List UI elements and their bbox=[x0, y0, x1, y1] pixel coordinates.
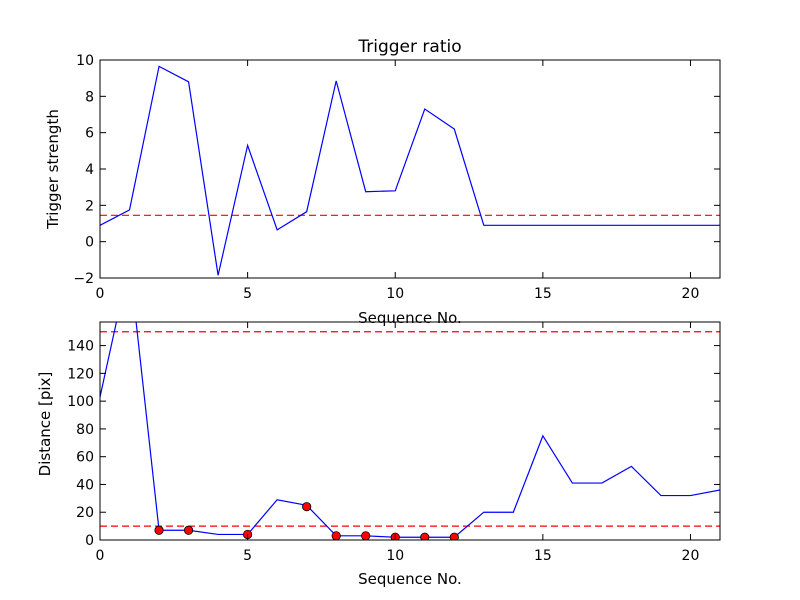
bottom-plot-area bbox=[100, 322, 720, 540]
bottom-ticks: 0 5 10 15 20 0 20 40 60 80 100 120 140 bbox=[67, 322, 720, 564]
top-x-tick-label: 20 bbox=[682, 286, 700, 302]
top-plot-area bbox=[100, 65, 720, 276]
top-x-tick-label: 0 bbox=[96, 286, 105, 302]
bottom-data-point bbox=[331, 531, 341, 540]
bottom-y-axis-label: Distance [pix] bbox=[36, 372, 54, 477]
bottom-y-tick-label: 60 bbox=[76, 450, 94, 466]
bottom-y-tick-label: 80 bbox=[76, 422, 94, 438]
top-x-tick-label: 5 bbox=[243, 286, 252, 302]
top-y-tick-label: 0 bbox=[85, 235, 94, 251]
bottom-y-tick-label: 0 bbox=[85, 533, 94, 549]
bottom-y-tick-label: 140 bbox=[67, 339, 94, 355]
top-axes-frame bbox=[99, 59, 721, 279]
bottom-x-axis-label: Sequence No. bbox=[358, 570, 462, 588]
top-x-axis-label: Sequence No. bbox=[358, 309, 462, 327]
bottom-x-tick-label: 10 bbox=[386, 548, 404, 564]
bottom-data-point bbox=[449, 532, 459, 540]
bottom-data-point bbox=[361, 531, 371, 540]
bottom-series-line-0 bbox=[100, 322, 720, 538]
top-x-tick-label: 10 bbox=[386, 286, 404, 302]
bottom-data-point bbox=[420, 532, 430, 540]
top-chart-title: Trigger ratio bbox=[357, 37, 461, 57]
top-y-tick-label: 10 bbox=[76, 53, 94, 69]
bottom-y-tick-label: 100 bbox=[67, 394, 94, 410]
top-y-tick-label: 6 bbox=[85, 126, 94, 142]
top-y-tick-label: 2 bbox=[85, 198, 94, 214]
bottom-axes-frame bbox=[99, 321, 721, 541]
top-y-tick-label: 4 bbox=[85, 162, 94, 178]
top-x-tick-label: 15 bbox=[534, 286, 552, 302]
bottom-x-tick-label: 5 bbox=[243, 548, 252, 564]
top-series-line-0 bbox=[100, 65, 720, 276]
bottom-y-tick-label: 20 bbox=[76, 505, 94, 521]
bottom-data-point bbox=[183, 525, 194, 535]
bottom-x-tick-label: 15 bbox=[534, 548, 552, 564]
bottom-x-tick-label: 0 bbox=[96, 548, 105, 564]
bottom-data-point bbox=[154, 525, 164, 535]
bottom-y-tick-label: 40 bbox=[76, 477, 94, 493]
bottom-data-point bbox=[302, 502, 312, 512]
top-y-tick-label: 8 bbox=[85, 89, 94, 105]
bottom-x-tick-label: 20 bbox=[682, 548, 700, 564]
top-y-tick-label: −2 bbox=[73, 271, 94, 287]
bottom-y-tick-label: 120 bbox=[67, 366, 94, 382]
top-y-axis-label: Trigger strength bbox=[44, 109, 62, 230]
